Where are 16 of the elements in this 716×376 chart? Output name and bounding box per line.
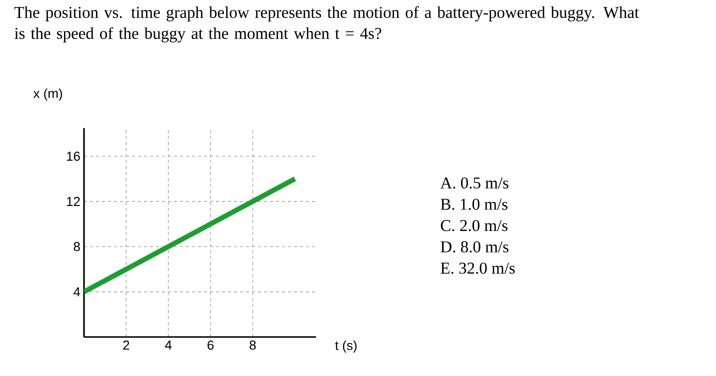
text: C. 2.0 m/s <box>440 220 508 232</box>
x-tick-label: 4 <box>165 340 172 350</box>
y-tick-label: 12 <box>66 196 80 206</box>
x-tick-label: 8 <box>250 340 256 350</box>
x-tick-label: 6 <box>208 340 214 350</box>
x-axis-title: t (s) <box>335 340 357 353</box>
text: E. 32.0 m/s <box>440 262 515 274</box>
text: D. 8.0 m/s <box>440 241 508 253</box>
text: A. 0.5 m/s <box>440 177 508 189</box>
x-tick-label: 2 <box>123 340 130 350</box>
y-tick-label: 16 <box>66 152 80 161</box>
chart-title: The position vs. time graph below represents the motion of a battery-powered buggy. What is the speed of the buggy at the moment when t = 4s? <box>14 6 639 42</box>
text: B. 1.0 m/s <box>440 198 508 210</box>
y-axis-title: x (m) <box>33 88 62 101</box>
y-tick-label: 4 <box>74 287 80 296</box>
y-tick-label: 8 <box>74 242 80 252</box>
